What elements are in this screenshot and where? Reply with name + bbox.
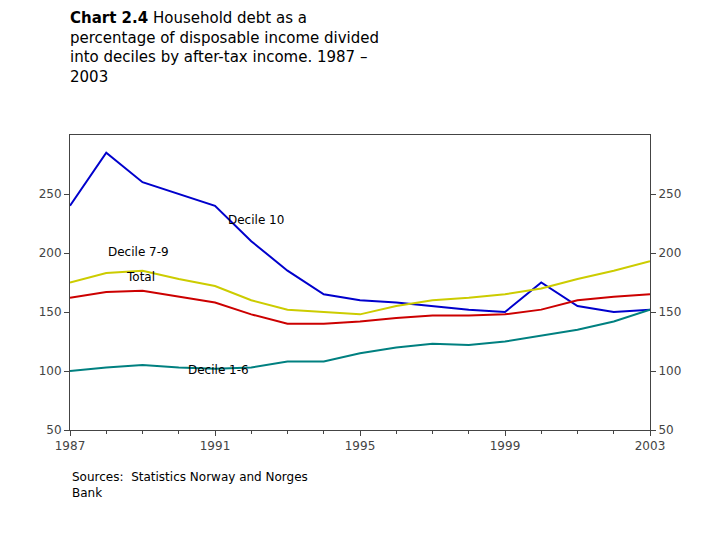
svg-text:Chart 2.4 Household debt as ap: Chart 2.4 Household debt as apercentage … (70, 9, 379, 86)
svg-text:250: 250 (658, 187, 681, 201)
svg-text:1995: 1995 (345, 439, 376, 453)
svg-text:150: 150 (39, 305, 62, 319)
svg-text:50: 50 (658, 423, 673, 437)
svg-text:100: 100 (39, 364, 62, 378)
svg-text:2003: 2003 (635, 439, 666, 453)
svg-text:Decile 7-9: Decile 7-9 (108, 245, 169, 259)
svg-text:200: 200 (39, 246, 62, 260)
svg-text:1999: 1999 (490, 439, 521, 453)
svg-text:1987: 1987 (55, 439, 86, 453)
svg-text:1991: 1991 (200, 439, 231, 453)
svg-text:Sources: Statistics Norway an: Sources: Statistics Norway and NorgesBan… (72, 470, 308, 500)
svg-text:200: 200 (658, 246, 681, 260)
svg-text:50: 50 (46, 423, 61, 437)
svg-text:250: 250 (39, 187, 62, 201)
svg-text:Decile 10: Decile 10 (228, 213, 284, 227)
svg-text:Decile 1-6: Decile 1-6 (188, 363, 249, 377)
svg-text:150: 150 (658, 305, 681, 319)
svg-text:Total: Total (126, 270, 155, 284)
svg-text:100: 100 (658, 364, 681, 378)
